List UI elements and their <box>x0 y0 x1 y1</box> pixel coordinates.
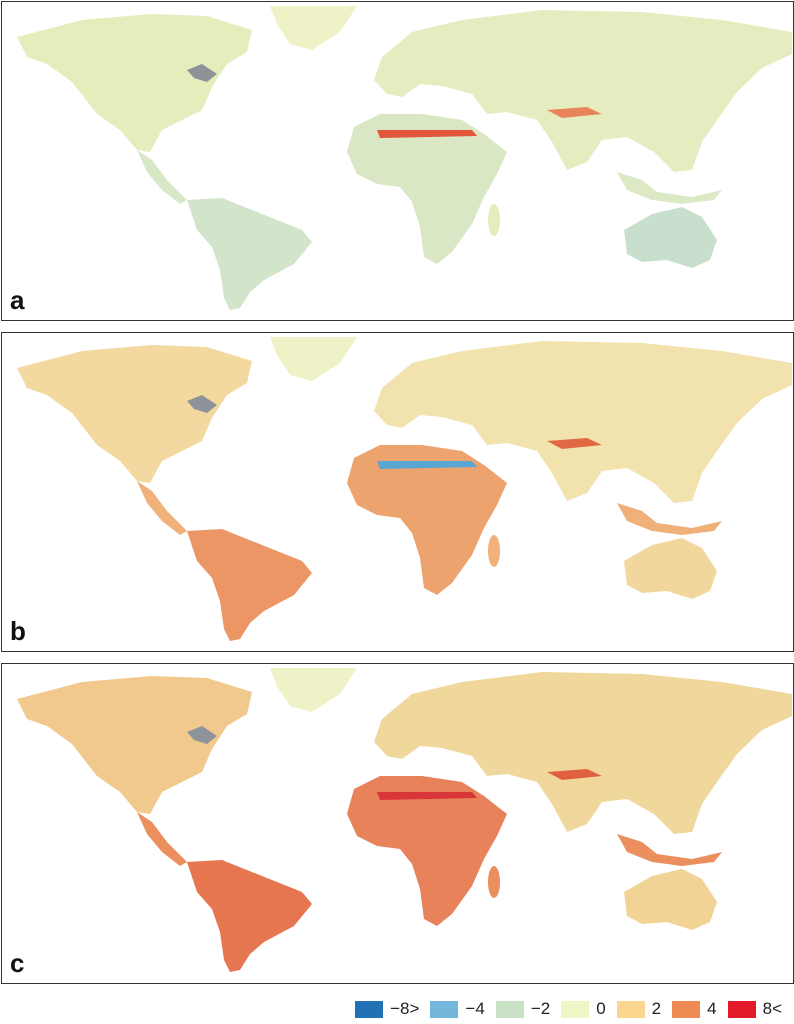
world-map-b <box>17 337 792 641</box>
region-north-america <box>17 676 252 814</box>
legend-label: 2 <box>651 999 662 1018</box>
region-south-america <box>187 529 312 641</box>
color-legend: −8> −4 −2 0 2 4 8< <box>348 999 786 1019</box>
region-madagascar <box>488 204 500 236</box>
region-central-america <box>137 812 187 866</box>
map-panel-b: b <box>1 332 794 652</box>
region-australia <box>624 869 717 930</box>
legend-label: −4 <box>465 999 485 1018</box>
region-indonesia <box>617 834 722 866</box>
region-greenland <box>270 668 357 712</box>
region-indonesia <box>617 503 722 535</box>
map-panel-c: c <box>1 663 794 984</box>
region-madagascar <box>488 866 500 898</box>
legend-label: 0 <box>596 999 606 1018</box>
region-greenland <box>270 337 357 381</box>
legend-swatch <box>561 1000 590 1018</box>
map-panel-a: a <box>1 1 794 321</box>
region-south-america <box>187 860 312 972</box>
legend-swatch <box>672 1000 701 1018</box>
panel-label-a: a <box>10 285 25 315</box>
region-central-america <box>137 150 187 204</box>
region-australia <box>624 207 717 268</box>
legend-swatch <box>495 1000 524 1018</box>
legend-label: 4 <box>707 999 717 1018</box>
region-north-america <box>17 345 252 483</box>
legend-label: −8> <box>390 999 420 1018</box>
panel-label-b: b <box>10 616 26 646</box>
legend-label: 8< <box>762 999 782 1018</box>
region-north-america <box>17 14 252 152</box>
region-greenland <box>270 6 357 50</box>
legend-swatch <box>616 1000 645 1018</box>
world-map-c <box>17 668 792 972</box>
legend-swatch <box>430 1000 459 1018</box>
panel-label-c: c <box>10 948 25 978</box>
region-madagascar <box>488 535 500 567</box>
region-central-america <box>137 481 187 535</box>
legend-label: −2 <box>530 999 551 1018</box>
world-map-a <box>17 6 792 310</box>
legend-swatch <box>355 1000 384 1018</box>
region-indonesia <box>617 172 722 204</box>
legend-swatch <box>727 1000 756 1018</box>
region-south-america <box>187 198 312 310</box>
region-australia <box>624 538 717 599</box>
